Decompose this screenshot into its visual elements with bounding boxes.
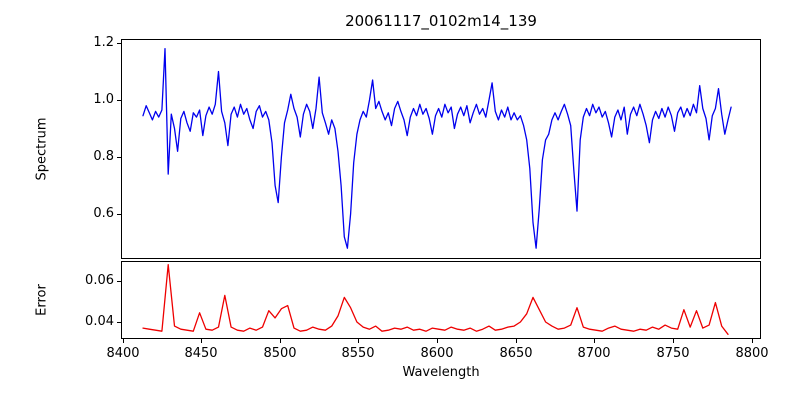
spectrum-line bbox=[142, 48, 732, 249]
x-axis-label: Wavelength bbox=[402, 365, 480, 380]
spectrum-y-axis-label: Spectrum bbox=[34, 117, 50, 181]
x-tick-label: 8450 bbox=[184, 346, 218, 361]
x-tick-label: 8700 bbox=[577, 346, 611, 361]
spectrum-y-tick-label: 0.6 bbox=[93, 206, 114, 221]
error-y-tick-label: 0.04 bbox=[85, 314, 114, 329]
x-tick-label: 8500 bbox=[263, 346, 297, 361]
error-line bbox=[142, 264, 729, 335]
x-tick-label: 8550 bbox=[341, 346, 375, 361]
chart-title: 20061117_0102m14_139 bbox=[345, 12, 537, 30]
error-frame bbox=[121, 261, 761, 339]
x-tick-label: 8400 bbox=[106, 346, 140, 361]
x-tick-label: 8750 bbox=[656, 346, 690, 361]
error-y-axis-label: Error bbox=[34, 284, 50, 316]
x-tick-label: 8650 bbox=[499, 346, 533, 361]
spectrum-frame bbox=[121, 39, 761, 259]
error-y-tick-label: 0.06 bbox=[85, 273, 114, 288]
spectrum-y-tick-label: 1.0 bbox=[93, 92, 114, 107]
spectrum-y-tick-label: 1.2 bbox=[93, 35, 114, 50]
spectrum-y-tick-label: 0.8 bbox=[93, 149, 114, 164]
x-tick-label: 8600 bbox=[420, 346, 454, 361]
x-tick-label: 8800 bbox=[735, 346, 769, 361]
